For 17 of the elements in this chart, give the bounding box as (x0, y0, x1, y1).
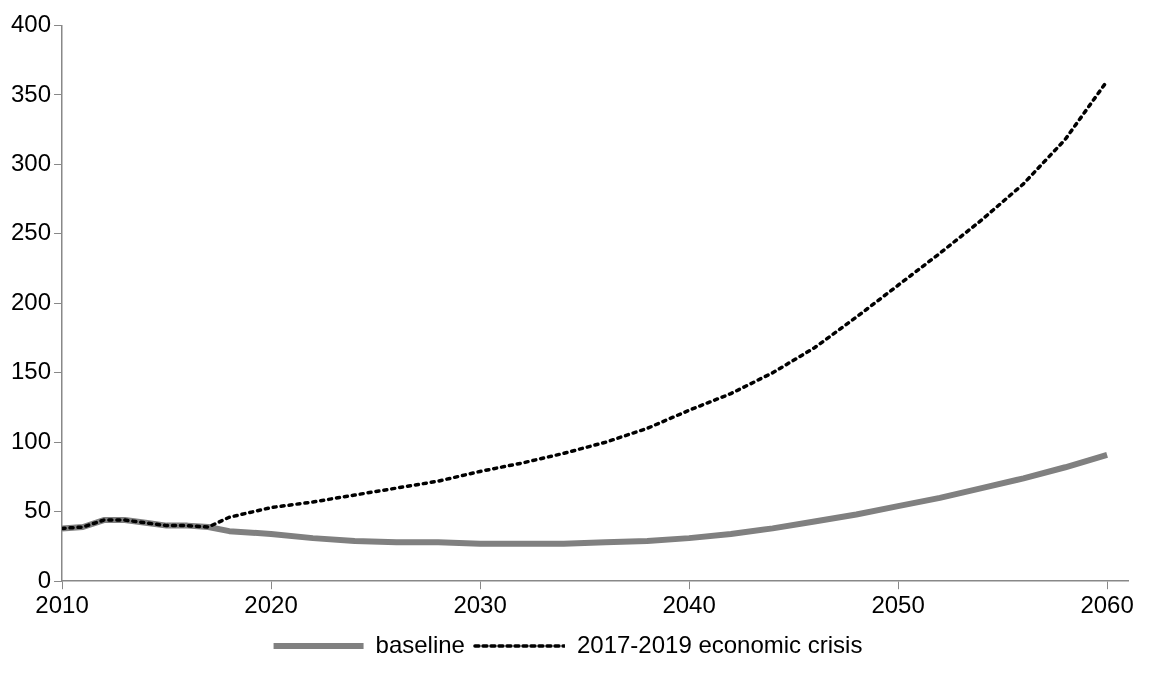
y-tick-label: 400 (11, 10, 52, 38)
y-tick-label: 0 (37, 565, 52, 593)
y-tick-label: 300 (11, 148, 52, 176)
y-tick-label: 200 (11, 287, 52, 315)
x-tick-label: 2020 (244, 591, 298, 619)
x-tick-label: 2060 (1080, 591, 1134, 619)
legend-label: 2017-2019 economic crisis (576, 630, 863, 658)
x-tick-label: 2030 (453, 591, 507, 619)
x-tick-label: 2040 (662, 591, 716, 619)
y-tick-label: 150 (11, 357, 52, 385)
y-tick-label: 250 (11, 218, 52, 246)
y-tick-label: 100 (11, 426, 52, 454)
legend-label: baseline (375, 630, 465, 658)
x-tick-label: 2050 (871, 591, 925, 619)
y-tick-label: 350 (11, 79, 52, 107)
x-tick-label: 2010 (35, 591, 89, 619)
y-tick-label: 50 (24, 496, 52, 524)
